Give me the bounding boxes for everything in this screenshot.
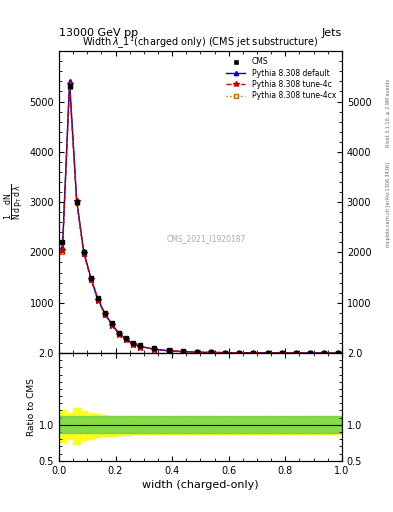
Title: Width$\,\lambda$_$1^1$(charged only) (CMS jet substructure): Width$\,\lambda$_$1^1$(charged only) (CM… [82, 35, 319, 51]
Text: Jets: Jets [321, 28, 342, 38]
Text: Rivet 3.1.10, ≥ 2.9M events: Rivet 3.1.10, ≥ 2.9M events [386, 78, 391, 147]
Legend: CMS, Pythia 8.308 default, Pythia 8.308 tune-4c, Pythia 8.308 tune-4cx: CMS, Pythia 8.308 default, Pythia 8.308 … [224, 55, 338, 102]
Y-axis label: Ratio to CMS: Ratio to CMS [27, 378, 36, 436]
X-axis label: width (charged-only): width (charged-only) [142, 480, 259, 490]
Text: mcplots.cern.ch [arXiv:1306.3436]: mcplots.cern.ch [arXiv:1306.3436] [386, 162, 391, 247]
Text: 13000 GeV pp: 13000 GeV pp [59, 28, 138, 38]
Y-axis label: $\frac{1}{\rm N}\frac{{\rm d}N}{{\rm d}\,p_T\,{\rm d}\,\lambda}$: $\frac{1}{\rm N}\frac{{\rm d}N}{{\rm d}\… [3, 184, 27, 220]
Text: CMS_2021_I1920187: CMS_2021_I1920187 [166, 234, 246, 243]
